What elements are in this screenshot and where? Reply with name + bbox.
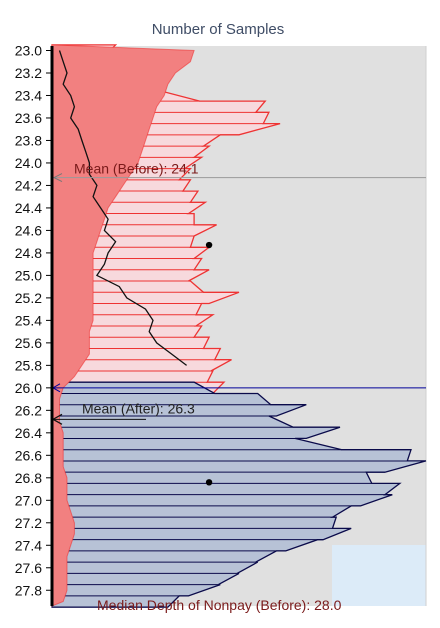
cumulative-area (51, 44, 195, 607)
y-tick-label: 23.6 (15, 110, 42, 126)
mean-after-label: Mean (After): 26.3 (82, 400, 195, 416)
median-label: Median Depth of Nonpay (Before): 28.0 (97, 597, 342, 613)
y-tick-label: 26.4 (15, 425, 42, 441)
y-tick-label: 23.0 (15, 42, 42, 58)
y-tick-label: 23.8 (15, 132, 42, 148)
y-tick-label: 26.8 (15, 470, 42, 486)
chart-title: Number of Samples (152, 21, 285, 38)
highlight-region (332, 545, 426, 606)
y-tick-label: 26.6 (15, 447, 42, 463)
y-tick-label: 27.6 (15, 560, 42, 576)
y-tick-label: 25.6 (15, 335, 42, 351)
y-tick-label: 26.0 (15, 380, 42, 396)
y-tick-label: 27.8 (15, 582, 42, 598)
y-tick-label: 25.2 (15, 290, 42, 306)
y-tick-label: 24.0 (15, 155, 42, 171)
trend-line (58, 50, 187, 366)
y-tick-label: 24.4 (15, 200, 42, 216)
y-tick-label: 24.8 (15, 245, 42, 261)
y-tick-label: 26.2 (15, 402, 42, 418)
y-tick-label: 25.8 (15, 357, 42, 373)
y-tick-label: 23.2 (15, 65, 42, 81)
y-tick-label: 24.6 (15, 222, 42, 238)
mean-before-arrow (52, 173, 63, 183)
y-tick-label: 27.0 (15, 492, 42, 508)
median-dot (205, 479, 213, 486)
y-tick-label: 27.4 (15, 537, 42, 553)
y-tick-label: 23.4 (15, 87, 42, 103)
mean-before-label: Mean (Before): 24.1 (74, 161, 199, 177)
median-dot (205, 241, 213, 249)
y-tick-label: 25.4 (15, 312, 42, 328)
plot-area: Mean (Before): 24.1 Mean (After): 26.3 Med… (15, 42, 427, 613)
y-tick-label: 24.2 (15, 177, 42, 193)
y-tick-label: 27.2 (15, 515, 42, 531)
y-tick-label: 25.0 (15, 267, 42, 283)
